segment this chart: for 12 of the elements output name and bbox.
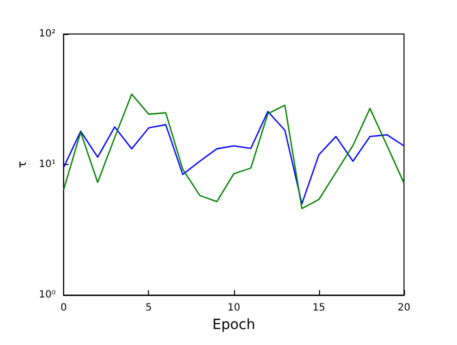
y-tick-label: 10⁰ [38,290,56,301]
y-tick-label: 10¹ [38,159,56,170]
line-series [62,94,405,210]
x-axis-title: Epoch [212,317,256,333]
x-tick-label: 0 [60,302,67,314]
y-tick-label: 10² [38,28,56,40]
x-tick-label: 20 [398,302,410,314]
x-tick-label: 10 [227,302,240,314]
line-series [62,110,405,204]
x-tick-label: 5 [146,302,152,314]
y-axis-title: τ [15,160,29,168]
x-tick-label: 15 [312,302,326,314]
